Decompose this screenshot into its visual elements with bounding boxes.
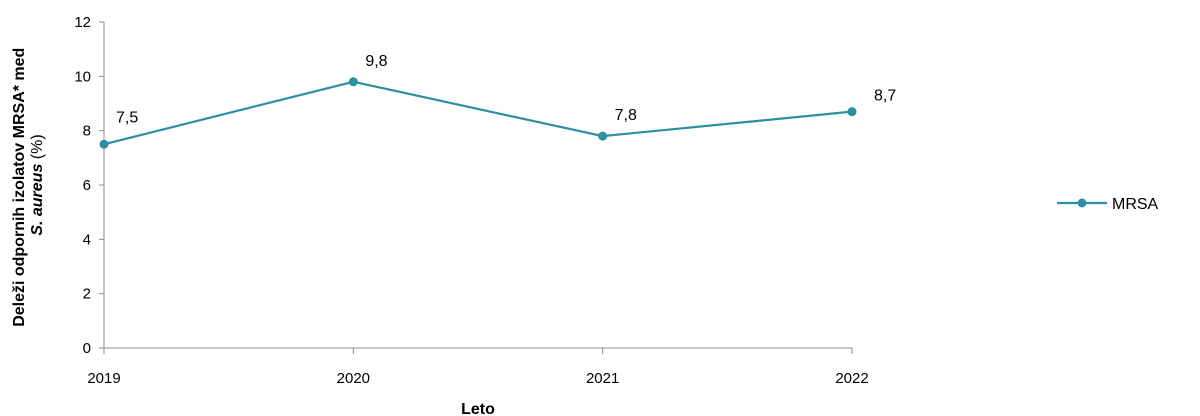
- y-tick-label: 4: [83, 231, 91, 248]
- data-point: [99, 139, 109, 149]
- series-group: 7,5 9,8 7,8 8,7: [99, 53, 896, 149]
- data-point: [598, 131, 608, 141]
- y-axis-title-species: S. aureus: [29, 164, 46, 236]
- data-label: 7,8: [615, 107, 637, 124]
- data-label: 7,5: [116, 109, 138, 126]
- data-point: [348, 77, 358, 87]
- y-tick-label: 12: [74, 14, 91, 31]
- y-tick-label: 2: [83, 286, 91, 303]
- axes: [99, 21, 853, 354]
- y-tick-labels: 0 2 4 6 8 10 12: [74, 14, 91, 357]
- data-point: [847, 107, 857, 117]
- x-axis-title: Leto: [461, 401, 495, 416]
- y-tick-label: 6: [83, 177, 91, 194]
- data-label: 8,7: [874, 88, 896, 105]
- x-tick-label: 2019: [87, 370, 120, 387]
- legend-label: MRSA: [1112, 196, 1159, 213]
- y-axis-title-unit: (%): [29, 134, 46, 163]
- y-axis-title-line1: Deleži odpornih izolatov MRSA* med: [11, 48, 28, 327]
- y-axis-title: Deleži odpornih izolatov MRSA* med S. au…: [11, 43, 46, 327]
- x-tick-label: 2020: [337, 370, 370, 387]
- data-label: 9,8: [365, 53, 387, 70]
- y-tick-label: 8: [83, 123, 91, 140]
- legend-point-marker: [1077, 198, 1087, 208]
- x-tick-labels: 2019 2020 2021 2022: [87, 370, 868, 387]
- x-tick-label: 2021: [586, 370, 619, 387]
- y-tick-label: 0: [83, 340, 91, 357]
- x-tick-label: 2022: [835, 370, 868, 387]
- legend: MRSA: [1057, 196, 1159, 213]
- series-line-mrsa: [103, 80, 853, 146]
- y-tick-label: 10: [74, 68, 91, 85]
